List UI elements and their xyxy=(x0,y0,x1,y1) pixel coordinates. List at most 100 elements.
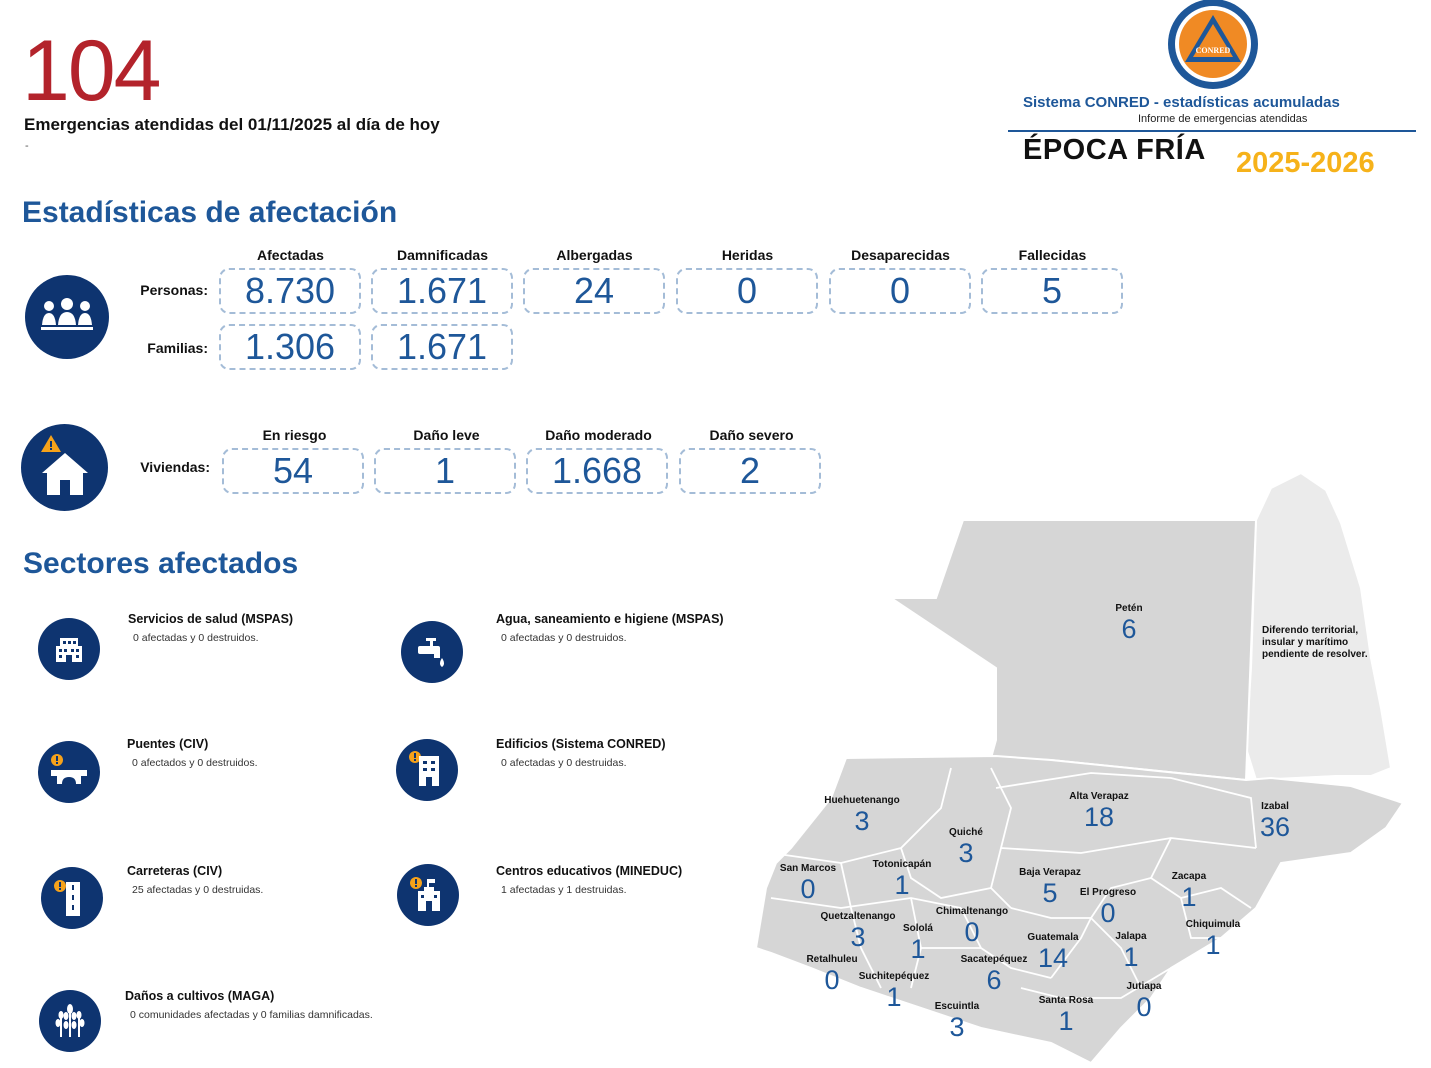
viviendas-value-box: 54 xyxy=(222,448,364,494)
personas-value-box: 8.730 xyxy=(219,268,361,314)
department-value: 1 xyxy=(1205,930,1221,960)
viviendas-label: Viviendas: xyxy=(140,459,210,475)
department-value: 1 xyxy=(1181,882,1197,912)
viviendas-value-box: 2 xyxy=(679,448,821,494)
total-emergencies: 104 xyxy=(22,23,161,119)
viviendas-value-box: 1 xyxy=(374,448,516,494)
department-name: Chimaltenango xyxy=(935,906,1009,917)
stats-section-title: Estadísticas de afectación xyxy=(22,196,398,229)
bridge-icon xyxy=(38,741,100,803)
logo-divider xyxy=(1008,130,1416,132)
school-icon xyxy=(397,864,459,926)
department-name: Quiché xyxy=(949,827,983,838)
department-name: Suchitepéquez xyxy=(858,971,930,982)
conred-logo: CONRED Sistema CONRED - estadísticas acu… xyxy=(1008,0,1418,179)
conred-seal-icon xyxy=(1168,0,1258,89)
familias-value-box: 1.306 xyxy=(219,324,361,370)
department-name: Huehuetenango xyxy=(824,795,900,806)
people-group-icon xyxy=(25,275,109,359)
sector-description: 0 afectadas y 0 destruidos. xyxy=(133,632,259,644)
crops-icon xyxy=(39,990,101,1052)
sector-title: Agua, saneamiento e higiene (MSPAS) xyxy=(496,612,724,626)
hospital-icon xyxy=(38,618,100,680)
familias-label: Familias: xyxy=(147,340,208,356)
personas-value-box: 1.671 xyxy=(371,268,513,314)
department-value: 3 xyxy=(949,1012,965,1042)
department-name: Jalapa xyxy=(1115,931,1147,942)
column-header-5: Fallecidas xyxy=(1018,247,1087,263)
sector-title: Puentes (CIV) xyxy=(127,737,209,751)
department-value: 0 xyxy=(1136,992,1152,1022)
department-name: Retalhuleu xyxy=(806,954,858,965)
department-value: 14 xyxy=(1037,943,1069,973)
department-value: 0 xyxy=(964,917,980,947)
housing-header-2: Daño moderado xyxy=(545,427,652,443)
department-name: Izabal xyxy=(1261,801,1289,812)
peten-region xyxy=(887,519,1258,782)
department-value: 0 xyxy=(800,874,816,904)
seal-text: CONRED xyxy=(1195,46,1231,55)
sector-description: 25 afectadas y 0 destruidas. xyxy=(132,884,264,896)
viviendas-value-box: 1.668 xyxy=(526,448,668,494)
column-header-4: Desaparecidas xyxy=(851,247,950,263)
sector-title: Edificios (Sistema CONRED) xyxy=(496,737,666,751)
sector-title: Servicios de salud (MSPAS) xyxy=(128,612,294,626)
department-name: Totonicapán xyxy=(872,859,932,870)
season-label: ÉPOCA FRÍA xyxy=(1023,134,1206,166)
housing-header-1: Daño leve xyxy=(413,427,480,443)
emergencies-subtitle: Emergencias atendidas del 01/11/2025 al … xyxy=(24,115,440,134)
department-value: 3 xyxy=(854,806,870,836)
department-value: 3 xyxy=(850,922,866,952)
building-icon xyxy=(396,739,458,801)
housing-header-0: En riesgo xyxy=(262,427,327,443)
column-header-2: Albergadas xyxy=(556,247,633,263)
department-name: Sololá xyxy=(902,923,933,934)
sectors-section-title: Sectores afectados xyxy=(23,547,299,580)
sector-title: Centros educativos (MINEDUC) xyxy=(496,864,683,878)
department-value: 18 xyxy=(1083,802,1115,832)
sector-description: 0 afectadas y 0 destruidos. xyxy=(501,632,627,644)
road-icon xyxy=(41,867,103,929)
department-value: 1 xyxy=(910,934,926,964)
housing-header-3: Daño severo xyxy=(709,427,794,443)
column-header-1: Damnificadas xyxy=(396,247,489,263)
department-name: San Marcos xyxy=(779,863,837,874)
personas-value-box: 0 xyxy=(829,268,971,314)
department-name: Guatemala xyxy=(1027,932,1079,943)
house-warning-icon xyxy=(21,424,108,511)
department-value: 1 xyxy=(886,982,902,1012)
department-value: 1 xyxy=(1058,1006,1074,1036)
personas-value-box: 24 xyxy=(523,268,665,314)
south-region xyxy=(754,754,1405,1065)
department-name: Zacapa xyxy=(1171,871,1207,882)
department-value: 6 xyxy=(1121,614,1137,644)
department-name: Petén xyxy=(1115,603,1143,614)
sector-description: 0 afectadas y 0 destruidas. xyxy=(501,757,627,769)
department-value: 0 xyxy=(1100,898,1116,928)
water-tap-icon xyxy=(401,621,463,683)
belize-note: Diferendo territorial, insular y marítim… xyxy=(1262,625,1368,660)
department-name: Santa Rosa xyxy=(1038,995,1094,1006)
familias-value-box: 1.671 xyxy=(371,324,513,370)
department-name: Jutiapa xyxy=(1126,981,1162,992)
logo-system-title: Sistema CONRED - estadísticas acumuladas xyxy=(1023,94,1340,111)
subtitle-dash: - xyxy=(25,140,29,152)
department-value: 3 xyxy=(958,838,974,868)
sector-title: Daños a cultivos (MAGA) xyxy=(125,989,275,1003)
department-value: 36 xyxy=(1259,812,1291,842)
column-header-0: Afectadas xyxy=(257,247,324,263)
season-years: 2025-2026 xyxy=(1236,147,1375,179)
sector-description: 1 afectadas y 1 destruidas. xyxy=(501,884,627,896)
department-name: Alta Verapaz xyxy=(1069,791,1129,802)
guatemala-map xyxy=(754,471,1405,1065)
department-value: 0 xyxy=(824,965,840,995)
personas-value-box: 0 xyxy=(676,268,818,314)
logo-report-subtitle: Informe de emergencias atendidas xyxy=(1138,113,1308,125)
department-name: El Progreso xyxy=(1079,887,1137,898)
department-value: 5 xyxy=(1042,878,1058,908)
department-name: Quetzaltenango xyxy=(820,911,896,922)
department-value: 1 xyxy=(1123,942,1139,972)
department-name: Chiquimula xyxy=(1185,919,1241,930)
sector-description: 0 afectados y 0 destruidos. xyxy=(132,757,258,769)
column-header-3: Heridas xyxy=(721,247,774,263)
